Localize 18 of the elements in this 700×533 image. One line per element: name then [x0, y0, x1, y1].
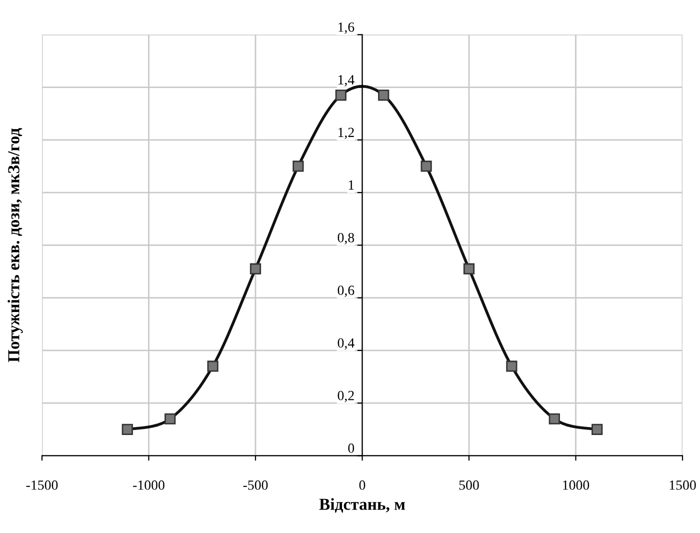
x-tick-label: 0 — [359, 480, 366, 490]
y-tick-label: 0,6 — [338, 286, 354, 297]
y-tick-label: 1,6 — [338, 22, 354, 34]
y-tick-label: 1,2 — [338, 128, 354, 140]
x-tick-label: -500 — [243, 480, 268, 490]
y-tick-label: 0,8 — [338, 232, 354, 244]
y-tick-label: 0,2 — [338, 390, 354, 402]
x-tick-label: 1000 — [563, 480, 590, 490]
y-tick-label: 0 — [348, 444, 354, 453]
y-tick-label: 0,4 — [338, 338, 354, 350]
y-axis-title: Потужність екв. дози, мкЗв/год — [8, 128, 23, 362]
x-tick-label: -1000 — [133, 480, 164, 490]
x-tick-label: -1500 — [26, 480, 58, 490]
y-tick-label: 1,4 — [338, 75, 354, 86]
x-axis-title: Відстань, м — [319, 498, 405, 513]
x-tick-label: 500 — [459, 480, 479, 490]
x-tick-label: 1500 — [670, 480, 696, 490]
y-tick-label: 1 — [348, 180, 354, 190]
